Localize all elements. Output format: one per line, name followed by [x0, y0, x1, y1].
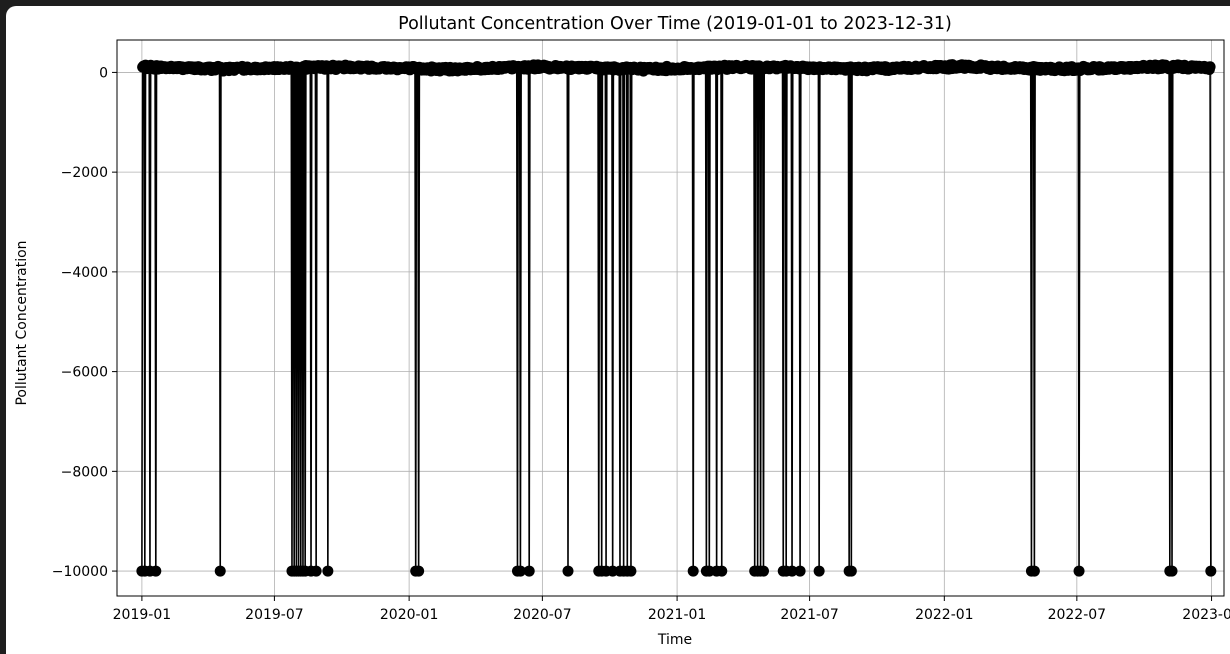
sentinel-point [687, 565, 699, 577]
sentinel-point [1205, 565, 1217, 577]
y-axis: 0 −2000 −4000 −6000 −8000 −10000 [52, 65, 117, 580]
x-tick-label: 2021-07 [780, 607, 839, 623]
sentinel-point [413, 565, 425, 577]
sentinel-point [716, 565, 728, 577]
y-tick-label: −6000 [61, 365, 108, 381]
sentinel-point [794, 565, 806, 577]
x-tick-label: 2022-01 [915, 607, 974, 623]
sentinel-point [1073, 565, 1085, 577]
sentinel-point [813, 565, 825, 577]
sentinel-point [1028, 565, 1040, 577]
sentinel-point [322, 565, 334, 577]
sentinel-point [310, 565, 322, 577]
y-tick-label: 0 [99, 65, 108, 81]
sentinel-point [562, 565, 574, 577]
y-tick-label: −10000 [52, 564, 108, 580]
x-tick-label: 2019-07 [245, 607, 304, 623]
y-axis-label: Pollutant Concentration [14, 240, 30, 405]
sentinel-point [514, 565, 526, 577]
y-tick-label: −4000 [61, 265, 108, 281]
sentinel-point [150, 565, 162, 577]
x-axis: 2019-01 2019-07 2020-01 2020-07 2021-01 2021-… [113, 596, 1230, 623]
sentinel-point [845, 565, 857, 577]
x-tick-label: 2020-07 [513, 607, 572, 623]
x-tick-label: 2022-07 [1048, 607, 1107, 623]
sentinel-point [625, 565, 637, 577]
figure: Pollutant Concentration Over Time (2019-… [6, 6, 1230, 654]
y-tick-label: −2000 [61, 165, 108, 181]
y-tick-label: −8000 [61, 464, 108, 480]
x-tick-label: 2019-01 [113, 607, 172, 623]
data-point [1204, 61, 1216, 73]
grid-lines [117, 40, 1224, 596]
x-axis-label: Time [657, 632, 692, 648]
sentinel-point [786, 565, 798, 577]
plot-frame [116, 39, 1225, 597]
sentinel-point [757, 565, 769, 577]
chart-title: Pollutant Concentration Over Time (2019-… [398, 14, 952, 34]
series-line [141, 63, 1212, 572]
series-path [141, 63, 1212, 572]
sentinel-point [1166, 565, 1178, 577]
sentinel-point [214, 565, 226, 577]
sentinel-point [523, 565, 535, 577]
line-chart: Pollutant Concentration Over Time (2019-… [14, 14, 1230, 648]
x-tick-label: 2020-01 [380, 607, 439, 623]
series-markers [136, 59, 1217, 577]
x-tick-label: 2023-01 [1182, 607, 1230, 623]
x-tick-label: 2021-01 [648, 607, 707, 623]
